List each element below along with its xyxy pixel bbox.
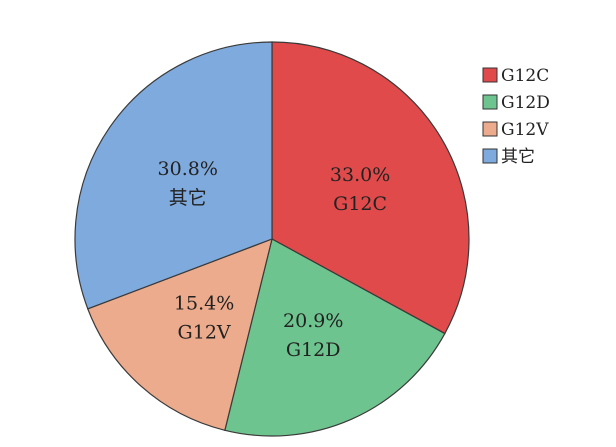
slice-labels: 33.0% G12C 20.9% G12D 15.4% G12V 30.8% 其它 (158, 158, 391, 361)
slice-percent-label: 33.0% (330, 164, 390, 186)
legend-label-g12c: G12C (501, 66, 549, 86)
slice-percent-label: 30.8% (158, 158, 218, 180)
legend-label-g12v: G12V (501, 120, 549, 140)
slice-percent-label: 15.4% (174, 293, 234, 315)
pie-slices (74, 41, 470, 437)
legend: G12C G12D G12V 其它 (482, 66, 550, 167)
slice-name-label: G12D (286, 339, 341, 361)
legend-swatch-other (482, 148, 498, 164)
legend-label-other: 其它 (501, 147, 535, 167)
legend-swatch-g12v (482, 121, 498, 137)
legend-label-g12d: G12D (501, 93, 550, 113)
slice-percent-label: 20.9% (283, 310, 343, 332)
slice-name-label: 其它 (169, 187, 207, 209)
pie-slice-other (74, 41, 273, 310)
slice-name-label: G12V (178, 322, 231, 344)
pie-slice-g12v (87, 238, 273, 432)
pie-slice-g12c (271, 41, 470, 335)
slice-name-label: G12C (333, 193, 387, 215)
legend-swatch-g12c (482, 67, 498, 83)
legend-swatch-g12d (482, 94, 498, 110)
pie-slice-g12d (224, 238, 446, 437)
